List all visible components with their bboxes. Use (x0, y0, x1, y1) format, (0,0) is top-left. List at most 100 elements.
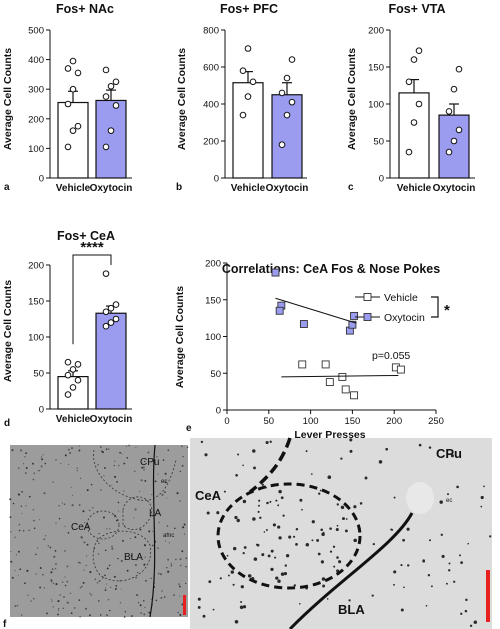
label-ec: ec (446, 498, 452, 504)
data-point (249, 78, 257, 86)
region-outline-cpu (93, 449, 177, 501)
cell-dot (58, 608, 60, 610)
y-tick-label: 100 (28, 144, 44, 155)
cell-dot (135, 576, 138, 579)
y-tick-label: 400 (28, 55, 44, 66)
data-point (112, 102, 120, 109)
data-point (107, 319, 115, 326)
cell-dot (82, 581, 85, 584)
cell-dot (57, 609, 60, 611)
cell-dot (233, 546, 237, 551)
cell-dot (400, 564, 403, 567)
data-point (455, 126, 463, 134)
micrograph-right-cells (197, 438, 492, 627)
data-point (405, 78, 413, 86)
cell-dot (364, 476, 368, 480)
x-tick-label: 250 (428, 416, 444, 427)
cell-dot (25, 472, 27, 474)
cell-dot (483, 485, 485, 488)
data-point (102, 308, 110, 316)
cell-dot (185, 565, 187, 568)
category-label: Oxytocin (90, 183, 133, 194)
data-point (74, 376, 82, 384)
cell-dot (178, 583, 180, 585)
cell-dot (448, 562, 451, 565)
cell-dot (64, 584, 67, 587)
cell-dot (143, 563, 146, 566)
cell-dot (33, 527, 36, 530)
cell-dot (179, 595, 181, 597)
cell-dot (242, 499, 247, 504)
cell-dot (322, 584, 326, 588)
cell-dot (73, 607, 76, 609)
cell-dot (114, 460, 116, 462)
cell-dot (11, 576, 14, 579)
cell-dot (78, 445, 80, 447)
cell-dot (61, 502, 63, 504)
x-tick-label: 200 (386, 416, 402, 427)
cell-dot (63, 503, 66, 505)
cell-dot (89, 593, 91, 595)
label-bla: BLA (124, 552, 143, 563)
cell-dot (123, 616, 126, 618)
cell-dot (80, 536, 83, 539)
cell-dot (37, 470, 40, 472)
cell-dot (86, 489, 89, 492)
cell-dot (359, 502, 363, 505)
cell-dot (453, 580, 456, 583)
cell-dot (51, 568, 54, 571)
cell-dot (111, 545, 113, 548)
cell-dot (28, 529, 30, 532)
cell-dot (14, 569, 16, 572)
data-point (415, 100, 423, 108)
cell-dot (58, 505, 60, 507)
cell-dot (182, 455, 185, 458)
cell-dot (118, 510, 120, 512)
cell-dot (234, 620, 239, 624)
cell-dot (144, 579, 147, 582)
cell-dot (141, 466, 144, 469)
cell-dot (52, 582, 55, 585)
data-point-vehicle (338, 372, 347, 381)
cell-dot (160, 596, 163, 599)
cell-dot (100, 489, 102, 491)
cell-dot (45, 535, 47, 537)
data-point (112, 78, 120, 86)
cell-dot (232, 583, 235, 586)
y-tick-label: 50 (33, 369, 44, 380)
cell-dot (69, 451, 72, 455)
cell-dot (33, 472, 36, 475)
cell-dot (340, 457, 343, 460)
cell-dot (103, 475, 105, 477)
cell-dot (28, 495, 31, 498)
data-point (445, 108, 453, 115)
cell-dot (247, 574, 252, 578)
y-tick-label: 200 (205, 259, 221, 270)
data-point (415, 47, 423, 55)
cell-dot (143, 466, 145, 469)
data-point-vehicle (350, 391, 359, 400)
cell-dot (327, 475, 332, 479)
chart-nac: Fos+ NAc Average Cell Counts a 0 100 200 30… (2, 2, 132, 194)
cell-dot (54, 567, 57, 570)
cell-dot (97, 464, 99, 466)
cell-dot (52, 606, 54, 608)
cell-dot (385, 447, 389, 451)
cell-dot (133, 517, 135, 519)
cell-dot (298, 602, 301, 605)
chart-title: Fos+ PFC (220, 2, 278, 16)
cell-dot (464, 609, 468, 613)
cell-dot (129, 537, 132, 540)
chart-title: Fos+ VTA (388, 2, 445, 16)
chart-correlation: Correlations: CeA Fos & Nose Pokes Avera… (174, 259, 450, 442)
y-tick-label: 150 (28, 297, 44, 308)
cell-dot (322, 531, 325, 534)
cell-dot (50, 599, 52, 601)
y-tick-label: 50 (210, 369, 221, 380)
cell-dot (204, 453, 208, 457)
bar-oxytocin (95, 312, 127, 410)
cell-dot (98, 579, 101, 583)
region-outline-cea (86, 510, 120, 540)
cell-dot (310, 473, 313, 475)
cell-dot (79, 562, 81, 564)
